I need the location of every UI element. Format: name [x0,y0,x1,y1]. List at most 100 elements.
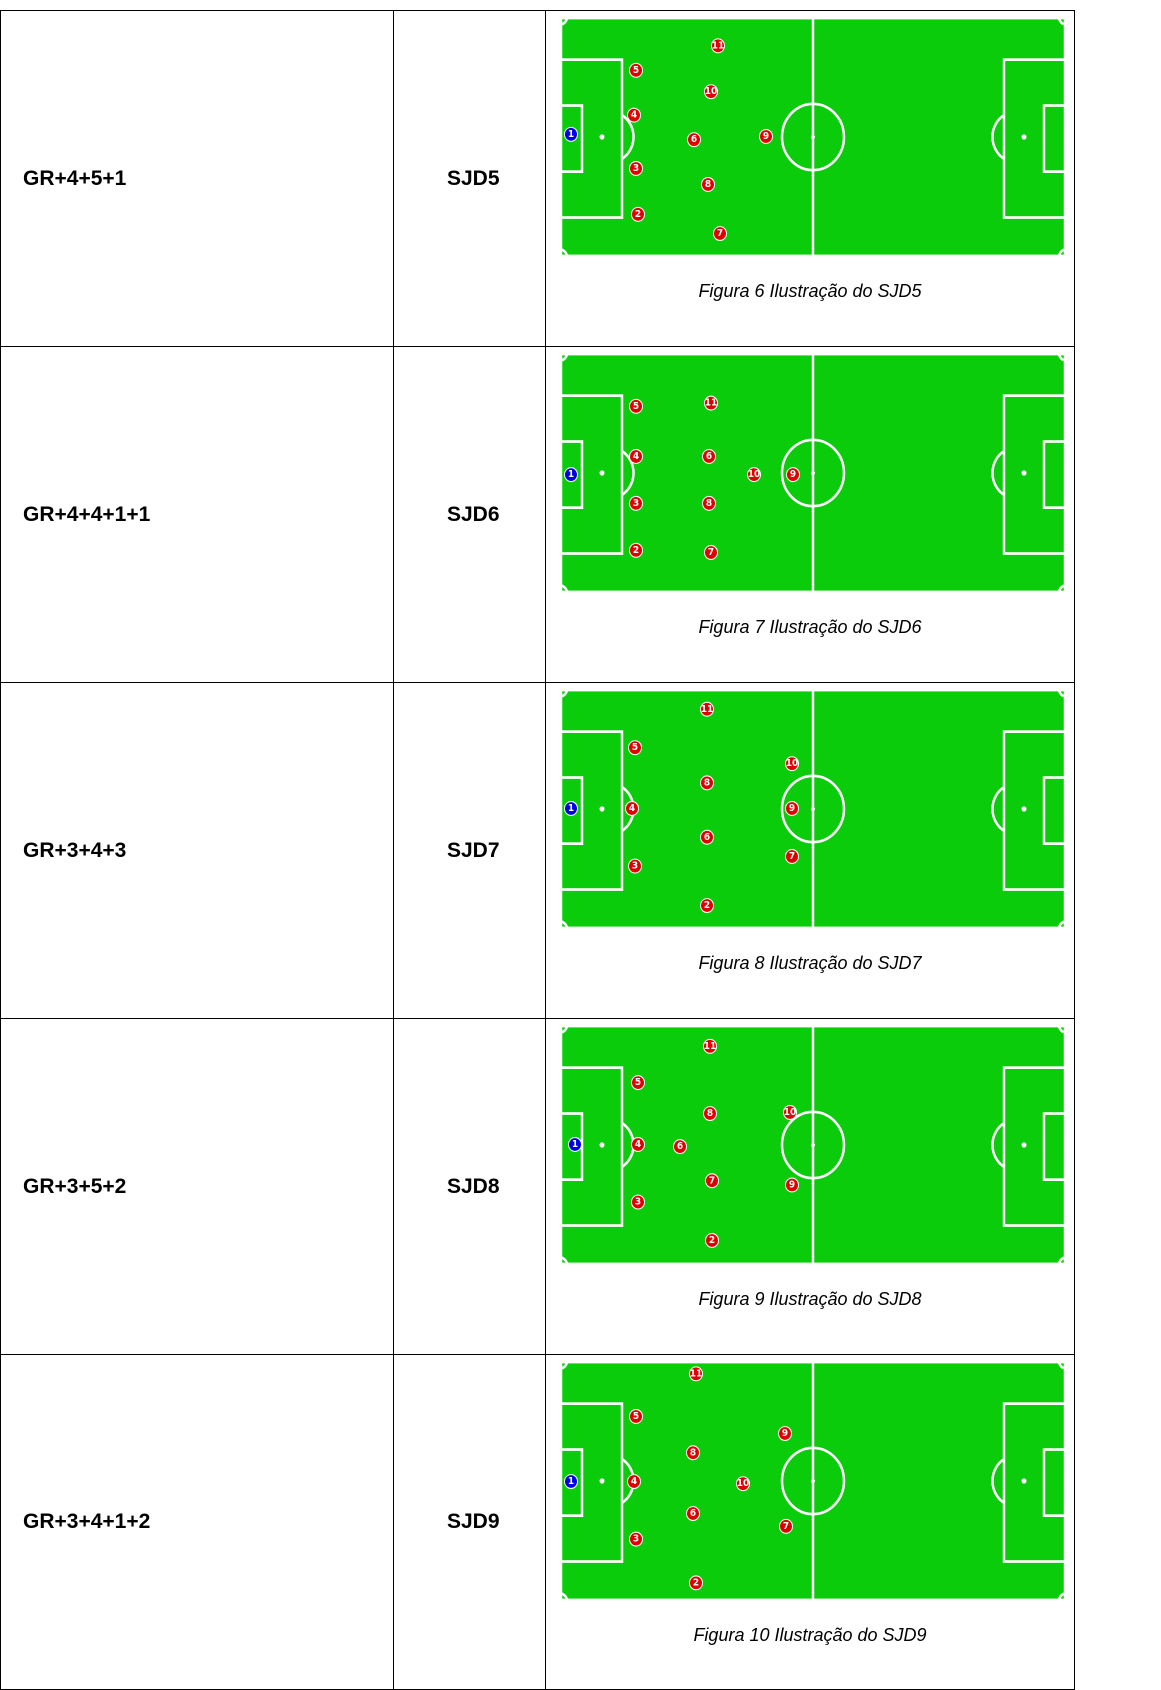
player-number: 11 [701,704,714,715]
player [686,1506,700,1521]
cell: 1 2 3 4 5 6 7 8 9 10 11 Figura 9 Ilustração do SJD8 [545,1019,1075,1354]
player-number: 8 [704,777,710,788]
cell: GR+3+4+3 [0,683,393,1018]
player-number: 8 [707,1108,713,1119]
player-number: 9 [789,1179,795,1190]
player [747,467,761,483]
system-code: SJD8 [447,1174,500,1198]
cell: SJD5 [393,11,545,346]
formation: GR+3+4+1+2 [23,1510,151,1533]
player [629,1531,643,1547]
player-number: 3 [635,1196,641,1207]
player-number: 8 [705,179,711,190]
player-number: 2 [635,209,641,220]
player [689,1575,703,1591]
player-number: 4 [633,451,640,462]
player-number: 6 [704,832,710,843]
cell: 1 2 3 4 5 6 7 8 9 10 11 Figura 6 Ilustração do SJD5 [545,11,1075,346]
player [704,545,718,560]
player [627,107,641,123]
system-code: SJD9 [447,1510,500,1533]
player-number: 9 [763,131,769,142]
player [704,84,718,100]
player-number: 7 [709,1175,715,1186]
caption: Figura 8 Ilustração do SJD7 [698,953,922,973]
caption: Figura 10 Ilustração do SJD9 [693,1625,927,1645]
player [629,62,643,78]
player-number: 7 [783,1521,789,1532]
pitch: 1 2 3 4 5 6 7 8 9 10 11 [560,1361,1066,1601]
player-number: 5 [633,401,639,412]
player-number: 7 [708,547,714,558]
player [700,775,714,791]
player [568,1137,582,1152]
player-number: 11 [690,1368,703,1379]
player [785,801,799,816]
player-number: 5 [633,65,639,76]
player [629,398,643,414]
player [783,1105,797,1120]
player-number: 4 [629,803,636,814]
player [628,858,642,874]
player [778,1426,792,1441]
player-number: 2 [704,900,710,911]
player-number: 10 [748,469,761,480]
table-row: GR+4+5+1 SJD5 1 2 3 4 5 6 7 8 9 10 11 Figura 6 Ilust… [0,10,1075,346]
player-number: 10 [705,86,718,97]
player-number: 5 [635,1077,641,1088]
player-number: 2 [633,545,639,556]
cell: SJD8 [393,1019,545,1354]
cell: GR+3+4+1+2 [0,1355,393,1689]
cell: SJD6 [393,347,545,682]
player [700,898,714,913]
player [786,467,800,483]
player [629,161,643,176]
cell: GR+4+5+1 [0,11,393,346]
player [701,177,715,192]
player-number: 3 [633,498,639,509]
player-number: 6 [691,134,697,145]
player-number: 7 [717,228,723,239]
table-row: GR+3+4+3 SJD7 1 2 3 4 5 6 7 8 9 10 11 Figura 8 Ilust… [0,682,1075,1018]
player [702,495,716,511]
player [700,829,714,845]
formation: GR+4+4+1+1 [23,502,151,526]
player [736,1476,750,1492]
player [627,1474,641,1489]
pitch: 1 2 3 4 5 6 7 8 9 10 11 [560,353,1066,593]
player [705,1233,719,1248]
player-number: 4 [631,1476,638,1487]
system-code: SJD7 [447,838,500,862]
player-number: 3 [632,860,638,871]
player [629,449,643,464]
player [628,740,642,756]
player-number: 9 [789,803,795,814]
player [711,38,725,54]
player [564,126,578,142]
player [625,801,639,816]
system-code: SJD5 [447,166,500,190]
table-row: GR+4+4+1+1 SJD6 1 2 3 4 5 6 7 8 9 10 11 Figura 7 Ilu… [0,346,1075,682]
player [700,701,714,717]
pitch: 1 2 3 4 5 6 7 8 9 10 11 [560,1025,1066,1265]
player-number: 1 [568,129,574,140]
formation: GR+4+5+1 [23,166,127,190]
player-number: 8 [706,498,712,509]
player [785,756,799,772]
player-number: 2 [693,1577,699,1588]
cell: GR+3+5+2 [0,1019,393,1354]
player-number: 5 [632,742,638,753]
player [687,132,701,148]
player-number: 1 [572,1139,578,1150]
player-number: 9 [782,1428,788,1439]
player-number: 3 [633,163,639,174]
player [779,1518,793,1534]
player-number: 6 [706,451,712,462]
player [629,495,643,511]
player [702,449,716,464]
player-number: 1 [568,1476,574,1487]
cell: 1 2 3 4 5 6 7 8 9 10 11 Figura 8 Ilustração do SJD7 [545,683,1075,1018]
pitch: 1 2 3 4 5 6 7 8 9 10 11 [560,17,1066,257]
player-number: 10 [786,758,799,769]
player [759,129,773,144]
